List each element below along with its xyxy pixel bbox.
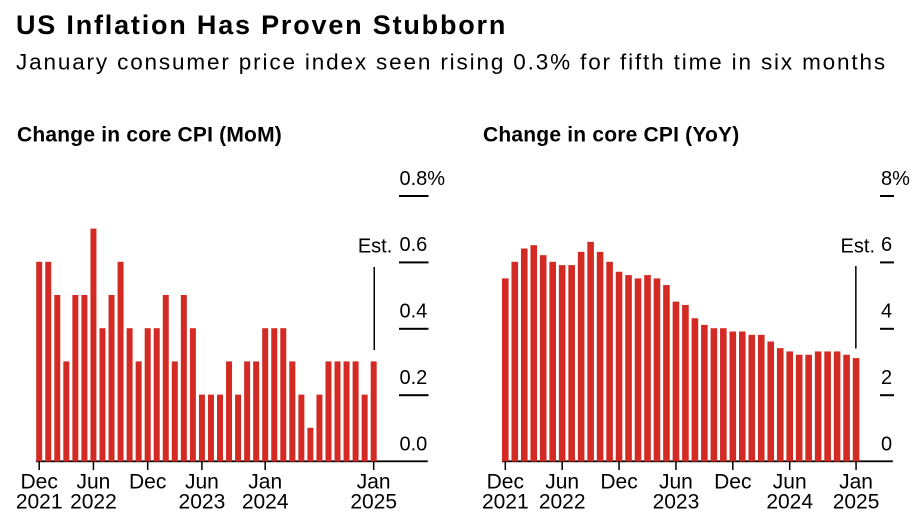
svg-text:Jun: Jun [545, 470, 579, 493]
svg-text:6: 6 [881, 234, 892, 256]
svg-text:Dec: Dec [129, 470, 166, 493]
svg-text:Dec: Dec [714, 470, 751, 493]
svg-text:Jan: Jan [248, 470, 282, 493]
svg-text:0.2: 0.2 [400, 367, 428, 389]
svg-text:2025: 2025 [833, 490, 880, 513]
svg-text:2: 2 [881, 367, 892, 389]
svg-text:Jun: Jun [773, 470, 807, 493]
svg-text:US Inflation Has Proven Stubbo: US Inflation Has Proven Stubborn [16, 10, 507, 40]
svg-text:2023: 2023 [653, 490, 700, 513]
svg-text:Change in core CPI (MoM): Change in core CPI (MoM) [17, 123, 282, 146]
svg-text:Jun: Jun [659, 470, 693, 493]
svg-text:Dec: Dec [487, 470, 524, 493]
svg-text:January consumer price index s: January consumer price index seen rising… [16, 50, 887, 75]
svg-text:4: 4 [881, 301, 892, 323]
svg-text:Jun: Jun [77, 470, 111, 493]
svg-text:0.4: 0.4 [400, 301, 428, 323]
svg-text:Est.: Est. [358, 236, 392, 258]
svg-text:2024: 2024 [242, 490, 289, 513]
svg-text:8%: 8% [881, 168, 910, 190]
svg-text:2025: 2025 [350, 490, 397, 513]
svg-text:2021: 2021 [16, 490, 63, 513]
svg-text:2023: 2023 [179, 490, 226, 513]
svg-text:Jan: Jan [357, 470, 391, 493]
svg-text:0.0: 0.0 [400, 433, 428, 455]
svg-text:Dec: Dec [600, 470, 637, 493]
svg-text:0.8%: 0.8% [400, 168, 446, 190]
svg-text:2021: 2021 [482, 490, 529, 513]
svg-text:Est.: Est. [841, 236, 875, 258]
svg-text:2022: 2022 [539, 490, 586, 513]
svg-text:Change in core CPI (YoY): Change in core CPI (YoY) [483, 123, 739, 146]
svg-text:2024: 2024 [766, 490, 813, 513]
svg-text:Jan: Jan [839, 470, 873, 493]
svg-text:2022: 2022 [70, 490, 117, 513]
svg-text:Dec: Dec [21, 470, 58, 493]
svg-text:0: 0 [881, 433, 892, 455]
svg-text:Jun: Jun [185, 470, 219, 493]
svg-text:0.6: 0.6 [400, 234, 428, 256]
